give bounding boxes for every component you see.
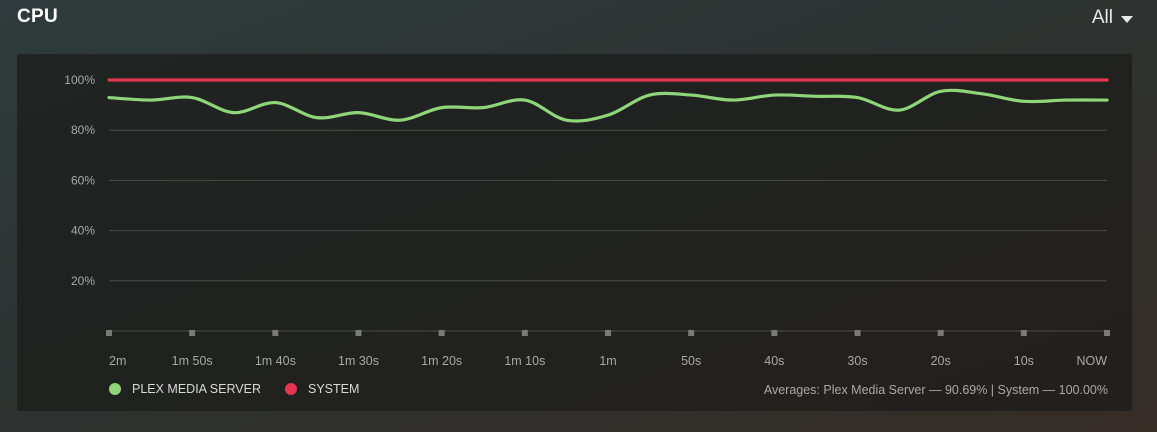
legend-label: PLEX MEDIA SERVER bbox=[132, 382, 261, 396]
cpu-chart-panel: 100% 80% 60% 40% 20% 2m 1m 50s 1m 40s 1m 30s 1m 2… bbox=[17, 54, 1132, 411]
x-tick-mark bbox=[355, 330, 362, 336]
legend-label: SYSTEM bbox=[308, 382, 360, 396]
x-tick-label: 40s bbox=[764, 354, 784, 368]
x-tick-mark bbox=[937, 330, 944, 336]
y-tick-label: 100% bbox=[64, 73, 95, 87]
x-tick-label: 20s bbox=[931, 354, 951, 368]
legend-dot-icon bbox=[285, 383, 297, 395]
page-title: CPU bbox=[17, 6, 59, 27]
x-tick-label: 1m 10s bbox=[504, 354, 545, 368]
x-tick-label: 1m 50s bbox=[172, 354, 213, 368]
y-tick-label: 80% bbox=[71, 123, 95, 137]
x-tick-label: 30s bbox=[847, 354, 867, 368]
x-tick-mark bbox=[771, 330, 778, 336]
x-tick-label: 10s bbox=[1014, 354, 1034, 368]
y-tick-label: 60% bbox=[71, 173, 95, 187]
y-tick-label: 40% bbox=[71, 224, 95, 238]
series-line-plex-media-server bbox=[107, 88, 1109, 123]
x-tick-label: 1m 40s bbox=[255, 354, 296, 368]
time-range-label[interactable]: All bbox=[1091, 7, 1113, 28]
legend-item-plex-media-server[interactable]: PLEX MEDIA SERVER bbox=[109, 382, 261, 396]
chart-legend: PLEX MEDIA SERVER SYSTEM bbox=[109, 382, 383, 396]
legend-item-system[interactable]: SYSTEM bbox=[285, 382, 359, 396]
x-tick-label: 1m 20s bbox=[421, 354, 462, 368]
x-tick-mark bbox=[688, 330, 695, 336]
x-tick-label: 1m bbox=[599, 354, 616, 368]
x-tick-label: 1m 30s bbox=[338, 354, 379, 368]
x-tick-mark bbox=[272, 330, 279, 336]
cpu-line-chart: 100% 80% 60% 40% 20% 2m 1m 50s 1m 40s 1m 30s 1m 2… bbox=[64, 73, 1110, 368]
x-tick-label: NOW bbox=[1076, 354, 1107, 368]
x-tick-label: 2m bbox=[109, 354, 126, 368]
x-tick-mark bbox=[605, 330, 611, 336]
x-tick-mark bbox=[438, 330, 445, 336]
x-tick-mark bbox=[854, 330, 861, 336]
y-tick-label: 20% bbox=[71, 274, 95, 288]
x-tick-mark bbox=[106, 330, 112, 336]
time-range-dropdown[interactable]: All bbox=[1092, 7, 1133, 29]
x-tick-mark bbox=[1020, 330, 1027, 336]
caret-down-icon[interactable] bbox=[1121, 15, 1133, 23]
averages-text: Averages: Plex Media Server — 90.69% | S… bbox=[763, 383, 1108, 397]
x-tick-mark bbox=[1104, 330, 1110, 336]
legend-dot-icon bbox=[109, 383, 121, 395]
x-tick-label: 50s bbox=[681, 354, 701, 368]
x-tick-mark bbox=[521, 330, 528, 336]
chart-header: CPU All bbox=[0, 0, 1157, 40]
x-tick-mark bbox=[189, 330, 196, 336]
